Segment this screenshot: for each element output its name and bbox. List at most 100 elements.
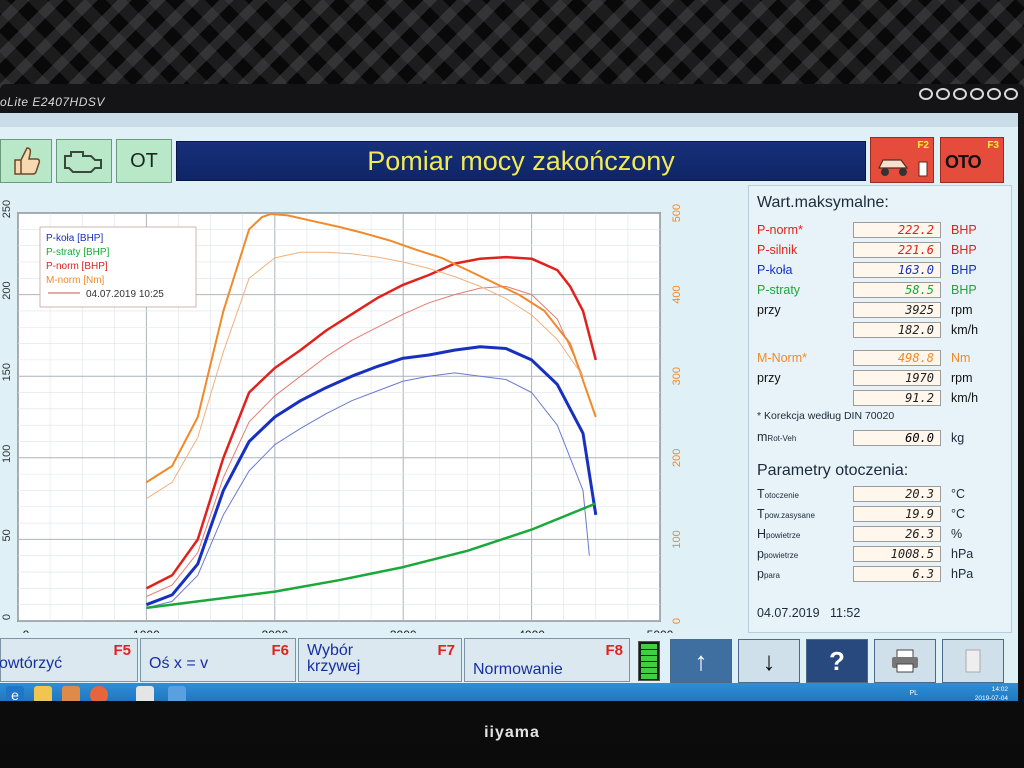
system-clock[interactable]: 14:02 2019-07-04 <box>975 685 1008 701</box>
y-right-tick-label: 300 <box>671 367 683 385</box>
max-row-value: 1970 <box>853 370 941 386</box>
y-left-tick-label: 0 <box>1 614 13 620</box>
clock-date: 2019-07-04 <box>974 695 1008 701</box>
max-row-label: P-norm* <box>757 223 803 237</box>
ambient-row-label: Hpowietrze <box>757 527 801 541</box>
windows-taskbar: e PL 14:02 2019-07-04 <box>0 683 1018 701</box>
ambient-row-label: ppara <box>757 567 780 581</box>
signal-level-indicator <box>638 641 660 681</box>
explorer-icon[interactable] <box>34 686 52 701</box>
max-row-value: 58.5 <box>853 282 941 298</box>
media-player-icon[interactable] <box>62 686 80 701</box>
f8-normalize-button[interactable]: F8 Normowanie <box>464 638 630 682</box>
max-row-label: przy <box>757 371 781 385</box>
max-row-value: 221.6 <box>853 242 941 258</box>
f2-button[interactable]: F2 <box>870 137 934 183</box>
print-button[interactable] <box>874 639 936 683</box>
f6-axis-button[interactable]: F6 Oś x = v <box>140 638 296 682</box>
f3-button[interactable]: F3 OTO <box>940 137 1004 183</box>
mrot-unit: kg <box>951 431 965 445</box>
ambient-row-label: Totoczenie <box>757 487 799 501</box>
ie-icon[interactable]: e <box>6 686 24 701</box>
max-row-unit: km/h <box>951 391 979 405</box>
cert-icon <box>953 88 967 100</box>
arrow-down-icon: ↓ <box>762 645 776 676</box>
y-right-tick-label: 100 <box>671 530 683 548</box>
function-key-bar: F5 owtórzyć F6 Oś x = v F7 Wybór krzywej … <box>0 633 1018 683</box>
firefox-icon[interactable] <box>90 686 108 701</box>
y-right-tick-label: 200 <box>671 449 683 467</box>
f8-button-label: Normowanie <box>473 661 563 678</box>
y-right-tick-label: 0 <box>671 618 683 624</box>
y-right-tick-label: 400 <box>671 285 683 303</box>
f7-button-label: Wybór krzywej <box>307 643 360 675</box>
monitor-certification-icons <box>919 88 1018 100</box>
window-title-strip <box>0 113 1018 127</box>
acoustic-foam-wall <box>0 0 1024 92</box>
arrow-up-button[interactable]: ↑ <box>670 639 732 683</box>
ambient-row-unit: hPa <box>951 567 974 581</box>
series-line <box>146 372 590 609</box>
y-left-tick-label: 200 <box>1 281 13 299</box>
y-left-tick-label: 150 <box>1 363 13 381</box>
arrow-down-button[interactable]: ↓ <box>738 639 800 683</box>
max-row-value: 91.2 <box>853 390 941 406</box>
f6-key-label: F6 <box>271 642 289 659</box>
series-line <box>146 251 584 500</box>
legend-entry: P-norm [BHP] <box>46 261 108 272</box>
series-line <box>145 345 598 607</box>
measurement-time: 11:52 <box>829 606 861 620</box>
power-chart-svg: 010002000300040005000n [rpm]050100150200… <box>1 200 683 658</box>
f3-key-label: F3 <box>987 140 999 151</box>
f5-button-label: owtórzyć <box>0 655 63 672</box>
ambient-row-label: Tpow.zasysane <box>757 507 815 521</box>
ambient-row-unit: °C <box>951 507 966 521</box>
engine-button[interactable] <box>56 139 112 183</box>
max-row-unit: rpm <box>951 303 973 317</box>
max-row-unit: BHP <box>951 263 977 277</box>
f5-repeat-button[interactable]: F5 owtórzyć <box>0 638 138 682</box>
max-row-value: 182.0 <box>853 322 941 338</box>
monitor-brand-logo: iiyama <box>484 724 540 741</box>
f7-select-curve-button[interactable]: F7 Wybór krzywej <box>298 638 462 682</box>
max-row-label: przy <box>757 303 781 317</box>
max-row-value: 222.2 <box>853 222 941 238</box>
cert-icon <box>970 88 984 100</box>
legend-entry: P-koła [BHP] <box>46 233 103 244</box>
max-row-label: M-Norm* <box>757 351 807 365</box>
exit-button[interactable] <box>942 639 1004 683</box>
max-row-label: P-straty <box>757 283 801 297</box>
status-title-box: Pomiar mocy zakończony <box>176 141 866 181</box>
ambient-heading: Parametry otoczenia: <box>757 462 909 479</box>
car-dyno-icon <box>878 159 928 177</box>
series-line <box>145 255 598 590</box>
language-indicator[interactable]: PL <box>909 690 918 697</box>
mrot-subscript: Rot-Veh <box>767 434 797 443</box>
ot-button[interactable]: OT <box>116 139 172 183</box>
max-row-unit: BHP <box>951 283 977 297</box>
thumbs-up-button[interactable] <box>0 139 52 183</box>
legend-entry: M-norm [Nm] <box>46 275 105 286</box>
cert-icon <box>1004 88 1018 100</box>
ambient-row-label: ppowietrze <box>757 547 799 561</box>
mrot-value: 60.0 <box>853 430 941 446</box>
help-button[interactable]: ? <box>806 639 868 683</box>
results-panel: Wart.maksymalne: P-norm* 222.2 BHP P-silnik… <box>748 185 1012 633</box>
max-row-label: P-koła <box>757 263 793 277</box>
f7-key-label: F7 <box>437 642 455 659</box>
f2-key-label: F2 <box>917 140 929 151</box>
max-row-unit: km/h <box>951 323 979 337</box>
correction-note: * Korekcja według DIN 70020 <box>757 410 895 422</box>
app-icon[interactable] <box>168 686 186 701</box>
thumbs-up-icon <box>14 147 41 175</box>
y-right-tick-label: 500 <box>671 204 683 222</box>
mrot-label: mRot-Veh <box>757 430 796 444</box>
f6-button-label: Oś x = v <box>149 655 209 672</box>
max-row-unit: rpm <box>951 371 973 385</box>
ambient-row-value: 20.3 <box>853 486 941 502</box>
cert-icon <box>936 88 950 100</box>
max-row-unit: BHP <box>951 243 977 257</box>
dyno-app-icon[interactable] <box>136 686 154 701</box>
ambient-row-value: 19.9 <box>853 506 941 522</box>
series-line <box>146 502 597 610</box>
